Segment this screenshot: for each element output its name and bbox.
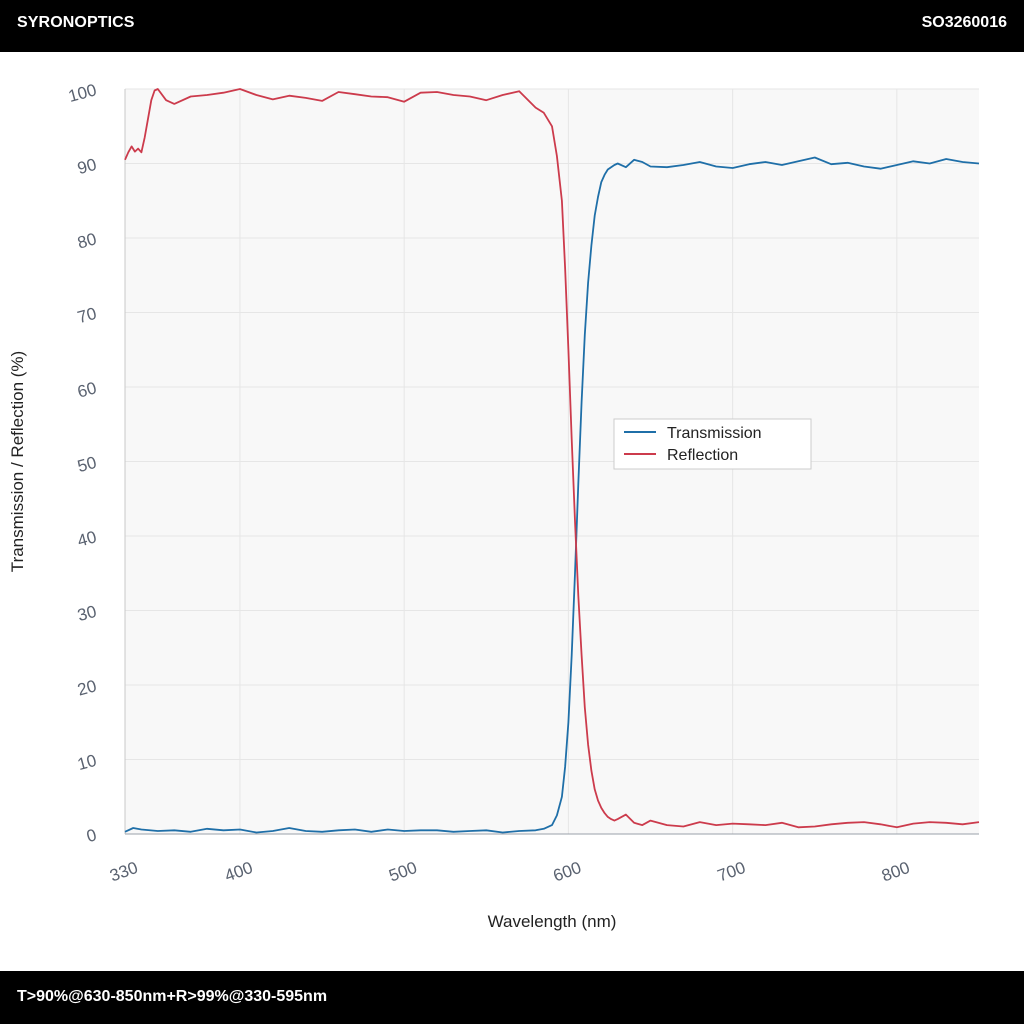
part-number: SO3260016 bbox=[921, 14, 1007, 31]
x-tick-label-800: 800 bbox=[879, 858, 912, 886]
series-line-reflection bbox=[124, 88, 980, 829]
y-tick-label-40: 40 bbox=[75, 527, 98, 550]
y-tick-label-30: 30 bbox=[75, 602, 98, 625]
y-tick-label-10: 10 bbox=[75, 751, 98, 774]
x-tick-label-700: 700 bbox=[715, 858, 748, 886]
footer-bar: T>90%@630-850nm+R>99%@330-595nm bbox=[0, 971, 1024, 1024]
y-tick-label-70: 70 bbox=[75, 304, 98, 327]
y-tick-label-50: 50 bbox=[75, 453, 98, 476]
y-tick-label-20: 20 bbox=[75, 676, 98, 699]
series-lines bbox=[124, 88, 980, 834]
y-tick-label-80: 80 bbox=[75, 229, 98, 252]
brand-name: SYRONOPTICS bbox=[17, 14, 135, 31]
legend-label-transmission: Transmission bbox=[667, 425, 762, 442]
x-tick-label-600: 600 bbox=[551, 858, 584, 886]
y-tick-label-90: 90 bbox=[75, 155, 98, 178]
y-axis-title: Transmission / Reflection (%) bbox=[8, 351, 27, 572]
axes bbox=[124, 89, 979, 835]
chart: 330 400 500 600 700 800 0 10 20 30 40 50 60 70 80 90 10… bbox=[8, 80, 980, 931]
legend-box bbox=[613, 418, 812, 470]
x-tick-label-400: 400 bbox=[222, 858, 255, 886]
spec-text: T>90%@630-850nm+R>99%@330-595nm bbox=[17, 988, 328, 1005]
x-tick-label-330: 330 bbox=[107, 858, 140, 886]
y-tick-label-100: 100 bbox=[66, 80, 98, 106]
y-tick-labels: 0 10 20 30 40 50 60 70 80 90 100 bbox=[66, 80, 98, 846]
series-line-transmission bbox=[124, 156, 980, 834]
x-tick-label-500: 500 bbox=[386, 858, 419, 886]
legend: Transmission Reflection bbox=[613, 418, 812, 470]
x-axis-title: Wavelength (nm) bbox=[488, 912, 617, 931]
x-tick-labels: 330 400 500 600 700 800 bbox=[107, 858, 912, 886]
y-tick-label-0: 0 bbox=[85, 825, 99, 846]
legend-label-reflection: Reflection bbox=[667, 447, 738, 464]
header-bar: SYRONOPTICS SO3260016 bbox=[0, 0, 1024, 52]
y-tick-label-60: 60 bbox=[75, 378, 98, 401]
